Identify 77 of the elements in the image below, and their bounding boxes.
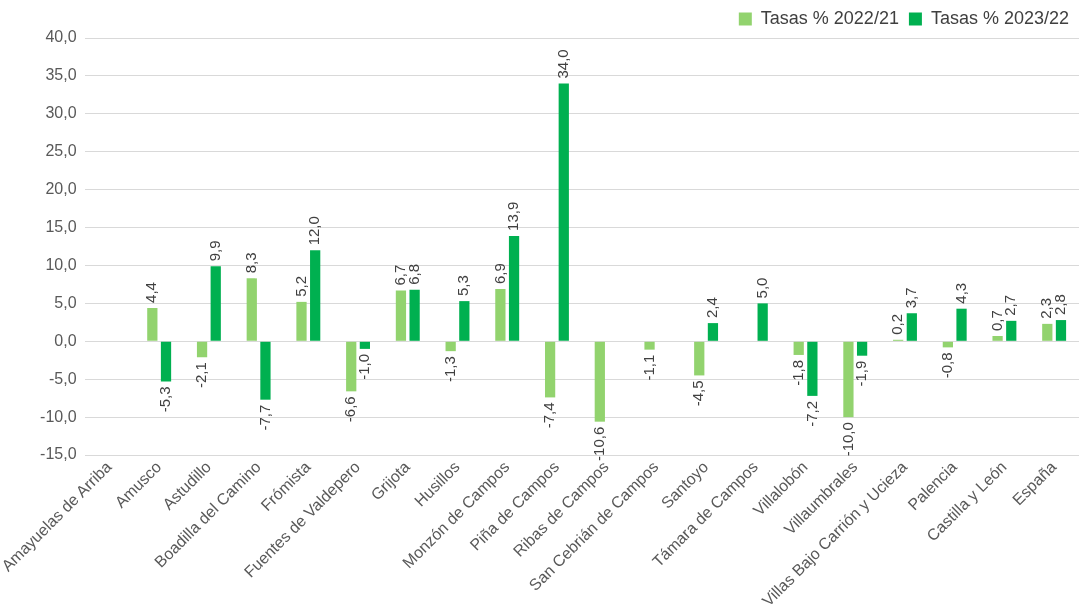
data-label: 2,4 <box>703 297 721 319</box>
data-label: -5,3 <box>156 386 174 413</box>
bar <box>956 308 967 341</box>
bar <box>508 235 520 341</box>
data-label: 13,9 <box>504 201 522 231</box>
bar <box>1055 320 1067 341</box>
y-tick-label: 10,0 <box>45 255 77 273</box>
data-label: -1,1 <box>639 354 657 381</box>
data-label: 4,3 <box>951 282 969 304</box>
bar <box>346 341 357 392</box>
bar <box>196 341 208 358</box>
bar <box>707 323 719 341</box>
bar <box>757 303 768 341</box>
bar <box>246 278 257 341</box>
legend-label: Tasas % 2022/21 <box>760 7 899 28</box>
bar <box>459 301 470 341</box>
bar <box>495 288 506 341</box>
bar <box>594 341 605 422</box>
bar <box>1042 323 1053 341</box>
bar <box>644 341 655 350</box>
data-label: -10,6 <box>589 426 607 461</box>
data-label: -4,5 <box>689 380 707 407</box>
y-tick-label: 15,0 <box>45 217 77 235</box>
y-tick-label: -5,0 <box>49 369 77 387</box>
data-label: -6,6 <box>341 396 359 423</box>
data-label: -7,4 <box>540 402 558 429</box>
bar <box>147 307 158 341</box>
data-label: -0,8 <box>938 352 955 379</box>
data-label: -1,9 <box>852 360 870 387</box>
bar <box>906 313 917 341</box>
y-tick-label: 35,0 <box>45 66 77 84</box>
y-tick-label: -10,0 <box>40 407 77 425</box>
y-tick-label: 5,0 <box>54 293 77 311</box>
data-label: -2,1 <box>192 362 210 389</box>
data-label: 6,9 <box>490 263 508 284</box>
y-tick-label: 20,0 <box>45 180 77 198</box>
data-label: 4,4 <box>142 282 160 303</box>
data-label: 2,3 <box>1037 298 1055 319</box>
bar <box>793 341 804 355</box>
data-label: 0,2 <box>888 313 906 335</box>
bar <box>1006 320 1017 341</box>
bar <box>807 341 818 396</box>
bar <box>310 250 321 341</box>
data-label: -10,0 <box>838 422 856 457</box>
bar <box>558 83 569 341</box>
data-label: 8,3 <box>241 252 259 274</box>
y-tick-label: -15,0 <box>40 445 77 463</box>
data-label: 3,7 <box>901 287 919 309</box>
data-label: -7,7 <box>255 404 273 431</box>
data-label: 9,9 <box>205 240 223 262</box>
bar <box>296 301 307 341</box>
data-label: 5,0 <box>752 277 770 299</box>
bar <box>694 341 705 376</box>
data-label: -1,0 <box>355 353 373 380</box>
y-tick-label: 40,0 <box>45 28 77 46</box>
bar <box>260 341 271 400</box>
bar <box>445 341 456 352</box>
bar <box>395 290 407 341</box>
bar <box>544 341 556 398</box>
bar <box>856 341 868 356</box>
bar <box>409 289 420 341</box>
data-label: -1,3 <box>440 356 458 383</box>
data-label: 5,2 <box>291 276 309 297</box>
data-label: 12,0 <box>305 216 323 246</box>
y-tick-label: 25,0 <box>45 142 77 160</box>
legend-label: Tasas % 2023/22 <box>930 7 1069 28</box>
bar <box>992 336 1003 341</box>
data-label: 34,0 <box>553 49 571 79</box>
bar <box>210 266 221 341</box>
y-tick-label: 30,0 <box>45 104 77 122</box>
bar <box>843 341 854 418</box>
data-label: 5,3 <box>454 275 472 297</box>
data-label: -7,2 <box>802 400 820 427</box>
y-tick-label: 0,0 <box>54 331 77 349</box>
data-label: -1,8 <box>788 359 806 386</box>
bar <box>359 341 371 349</box>
bar <box>160 341 172 382</box>
